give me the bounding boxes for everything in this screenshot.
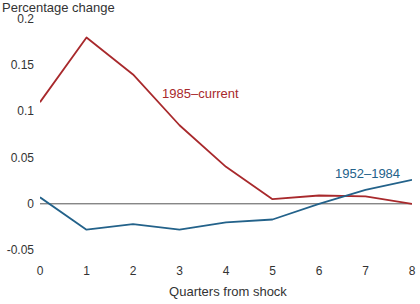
y-tick-label: -0.05 [7,243,35,257]
series-line [40,37,412,203]
chart: Percentage changeQuarters from shock-0.0… [0,0,420,304]
x-tick-label: 6 [316,264,323,278]
x-tick-label: 4 [223,264,230,278]
x-tick-label: 7 [362,264,369,278]
series-line [40,180,412,230]
y-tick-label: 0.15 [11,58,35,72]
x-tick-label: 3 [176,264,183,278]
series-label: 1985–current [162,86,239,101]
x-tick-label: 5 [269,264,276,278]
x-tick-label: 1 [83,264,90,278]
zero-line [40,203,412,204]
y-tick-label: 0.2 [17,12,34,26]
x-tick-label: 2 [130,264,137,278]
y-tick-label: 0.1 [17,104,34,118]
x-tick-label: 0 [37,264,44,278]
series-label: 1952–1984 [335,166,400,181]
plot-area [40,37,412,229]
x-axis-label: Quarters from shock [169,284,287,299]
y-tick-label: 0 [27,197,34,211]
y-tick-label: 0.05 [11,151,35,165]
x-tick-label: 8 [409,264,416,278]
